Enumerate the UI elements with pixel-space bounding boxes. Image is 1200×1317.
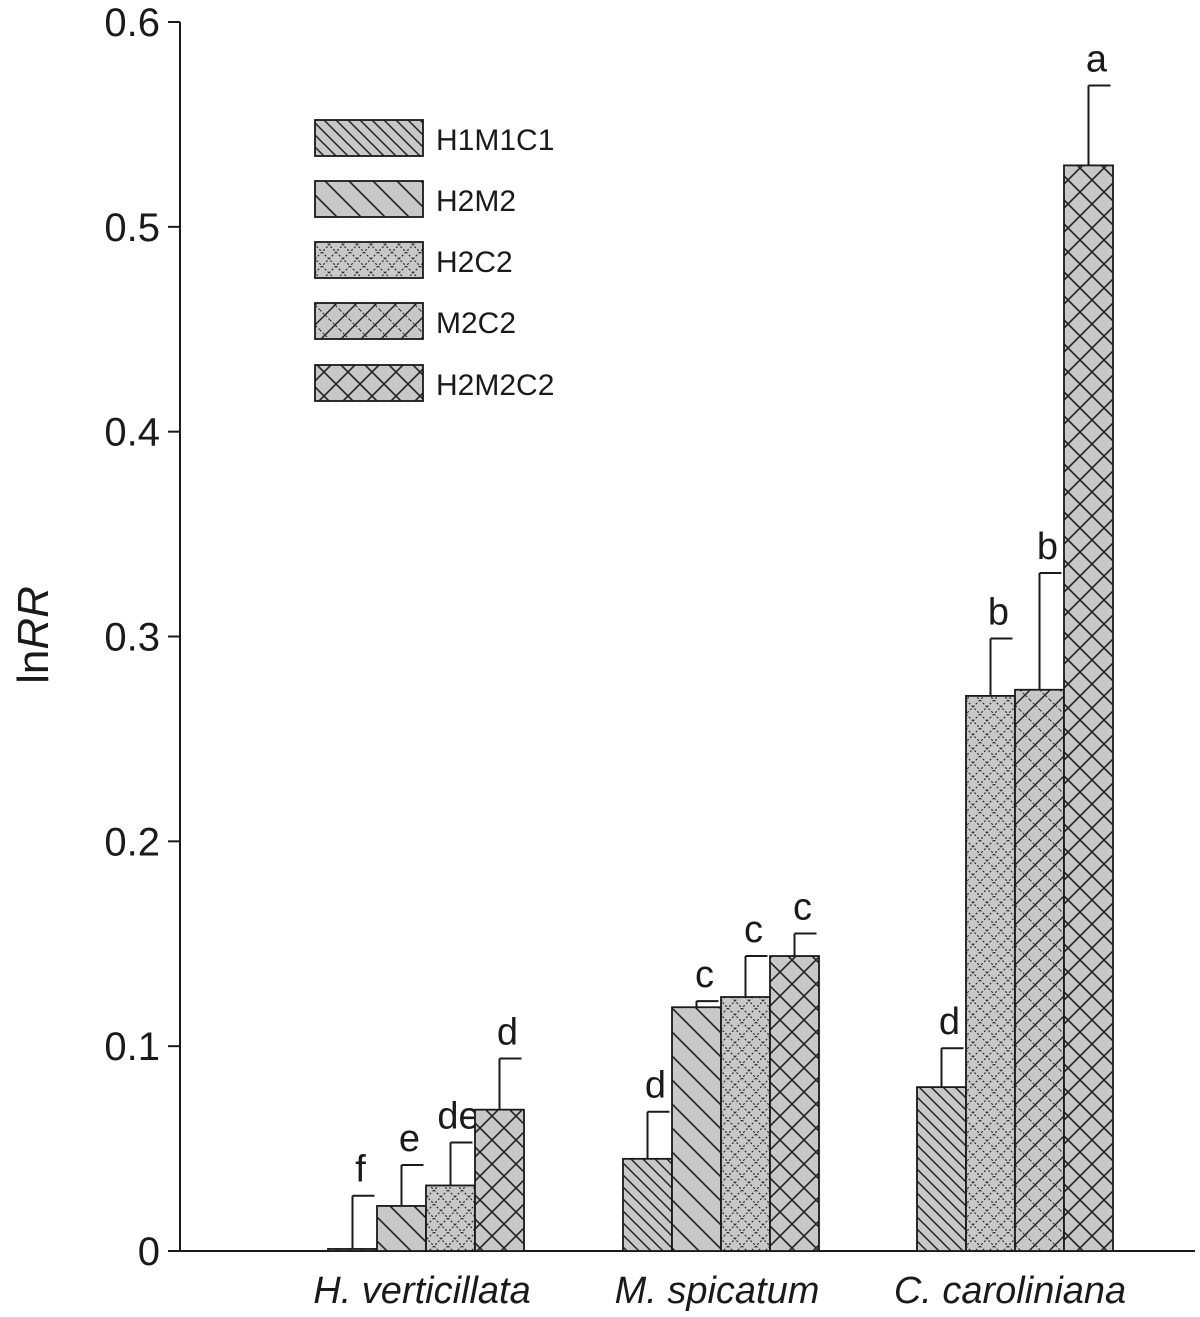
x-tick-label: M. spicatum bbox=[615, 1270, 820, 1312]
bar-h1m1c1-1 bbox=[327, 1248, 378, 1252]
x-tick-label: C. caroliniana bbox=[894, 1270, 1126, 1312]
bar-h1m1c1-2 bbox=[622, 1157, 673, 1252]
bar-h2m2c2-2 bbox=[769, 955, 820, 1252]
significance-letter: c bbox=[744, 909, 763, 951]
y-axis-label-prefix: ln bbox=[9, 650, 58, 684]
x-tick-label: H. verticillata bbox=[313, 1270, 531, 1312]
x-tick-labels: H. verticillata M. spicatum C. caroliniana bbox=[313, 1270, 1126, 1312]
significance-letter: a bbox=[1086, 38, 1108, 80]
legend-swatch bbox=[314, 241, 424, 279]
legend-label: M2C2 bbox=[436, 307, 516, 340]
significance-letter: c bbox=[695, 954, 714, 996]
bar-h2m2-2 bbox=[671, 1006, 722, 1252]
bar-h2m2c2-3 bbox=[1063, 164, 1114, 1252]
y-axis-label-italic: RR bbox=[9, 586, 58, 650]
legend-label: H2C2 bbox=[436, 246, 513, 279]
y-tick-label: 0.1 bbox=[104, 1025, 160, 1069]
significance-letter: d bbox=[497, 1011, 518, 1053]
y-tick-label: 0.3 bbox=[104, 616, 160, 660]
legend-swatch bbox=[314, 364, 424, 402]
significance-letter: de bbox=[437, 1095, 479, 1137]
legend: H1M1C1 H2M2 H2C2 M2C2 H2M2C2 bbox=[314, 119, 554, 402]
significance-letter: d bbox=[939, 1001, 960, 1043]
legend-label: H2M2C2 bbox=[436, 369, 554, 402]
y-tick-label: 0.2 bbox=[104, 820, 160, 864]
y-axis-label: lnRR bbox=[9, 586, 58, 684]
significance-letter: e bbox=[399, 1118, 420, 1160]
significance-letter: b bbox=[988, 592, 1009, 634]
bar-h2c2-3 bbox=[965, 695, 1016, 1252]
legend-swatch bbox=[314, 180, 424, 218]
bar-h2m2c2-1 bbox=[474, 1108, 525, 1252]
y-tick-label: 0 bbox=[138, 1230, 160, 1274]
y-tick-label: 0.4 bbox=[104, 411, 160, 455]
legend-label: H1M1C1 bbox=[436, 124, 554, 157]
significance-letter: b bbox=[1037, 526, 1058, 568]
legend-swatch bbox=[314, 119, 424, 157]
significance-letter: d bbox=[645, 1065, 666, 1107]
bar-h1m1c1-3 bbox=[916, 1086, 967, 1252]
legend-swatch bbox=[314, 302, 424, 340]
significance-letter: c bbox=[793, 887, 812, 929]
significance-letter: f bbox=[355, 1149, 366, 1191]
y-tick-label: 0.5 bbox=[104, 206, 160, 250]
legend-label: H2M2 bbox=[436, 185, 516, 218]
bar-h2c2-2 bbox=[720, 996, 771, 1252]
bar-m2c2-3 bbox=[1014, 688, 1065, 1252]
y-tick-label: 0.6 bbox=[104, 1, 160, 45]
y-axis-ticks: 0 0.1 0.2 0.3 0.4 0.5 0.6 bbox=[104, 1, 180, 1274]
bar-h2m2-1 bbox=[376, 1205, 427, 1252]
bar-h2c2-1 bbox=[425, 1184, 476, 1252]
